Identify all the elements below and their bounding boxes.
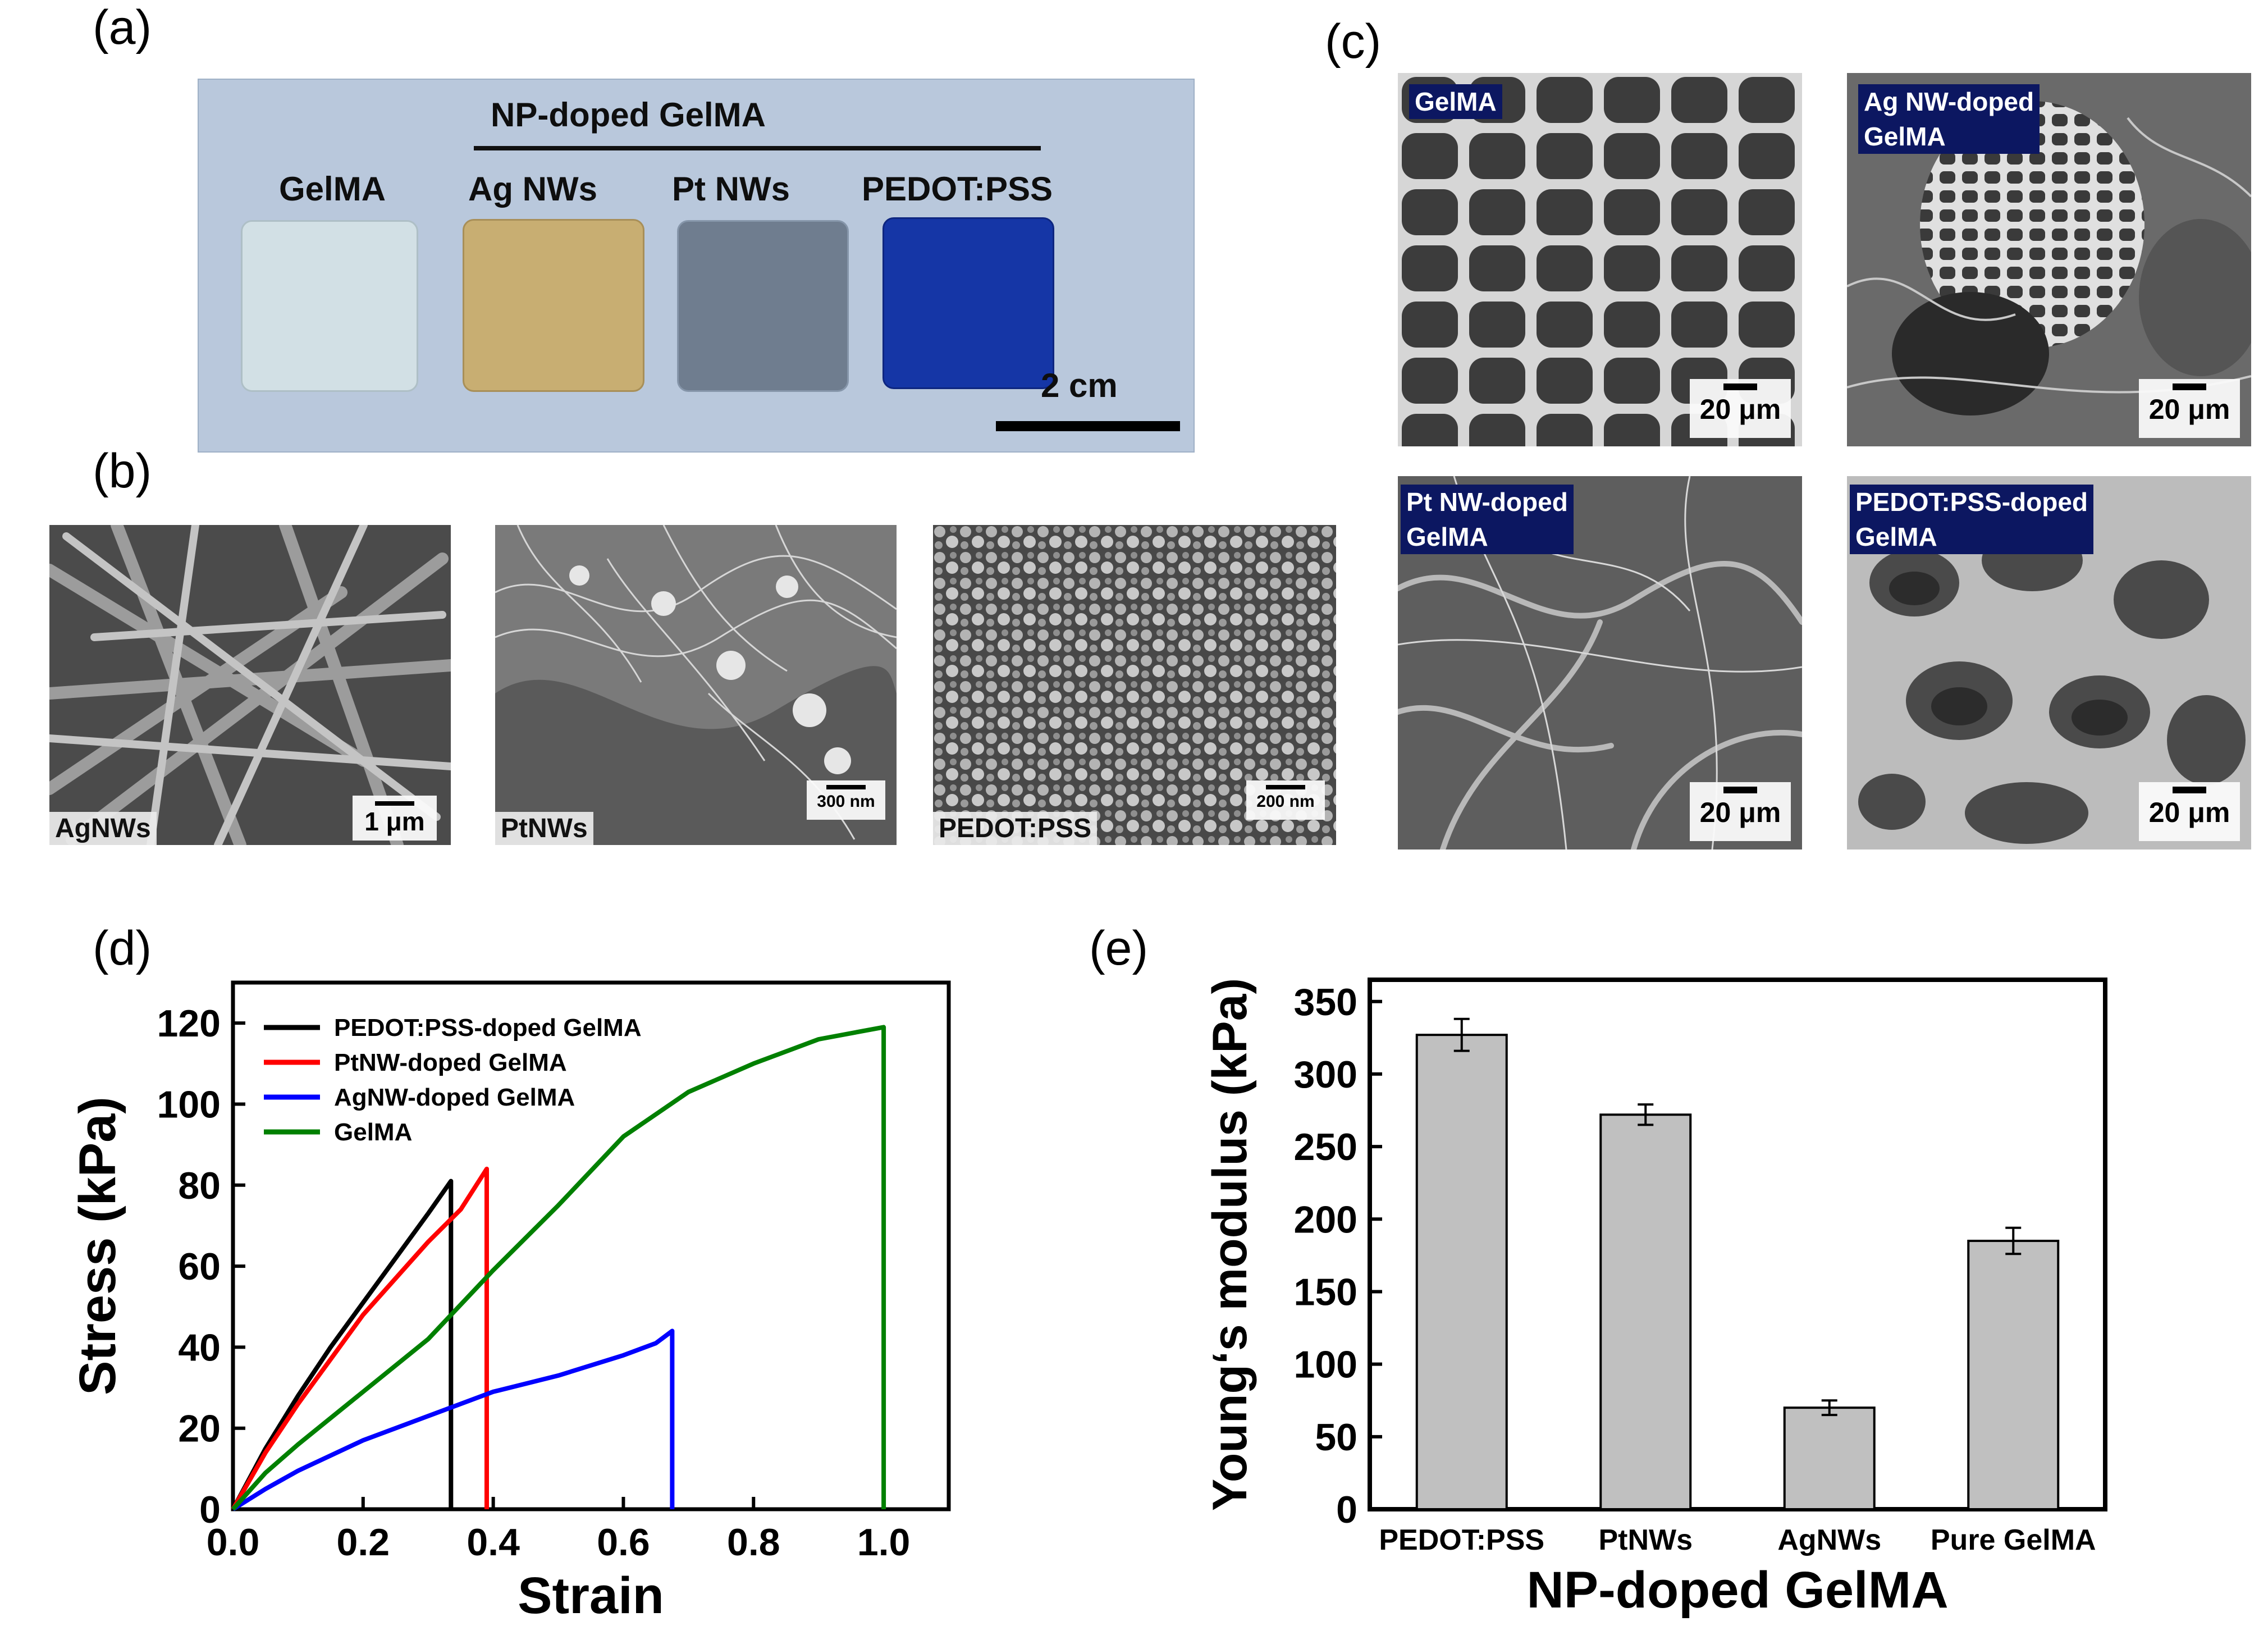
- sem-agnws-label: AgNWs: [49, 812, 157, 845]
- sem-ptnws-scale-label: 300 nm: [817, 792, 875, 811]
- youngs-modulus-x-axis-label: NP-doped GelMA: [1526, 1561, 1948, 1619]
- category-label-3: Pure GelMA: [1931, 1524, 2096, 1556]
- modulus-y-tick-label: 0: [1336, 1488, 1357, 1531]
- sem-agnw-gelma-scale-label: 20 μm: [2148, 394, 2230, 425]
- sem-ptnw-gelma-scale: 20 μm: [1690, 782, 1791, 841]
- sem-pedot-gelma-label: PEDOT:PSS-doped GelMA: [1850, 485, 2094, 554]
- strain-x-tick-label: 0.0: [207, 1521, 260, 1564]
- stress-y-tick-label: 120: [157, 1002, 221, 1045]
- stress-y-tick-label: 20: [178, 1408, 221, 1450]
- panel-b-letter: (b): [93, 444, 152, 498]
- sem-agnws: AgNWs 1 μm: [49, 525, 451, 845]
- modulus-y-tick-label: 250: [1294, 1126, 1357, 1168]
- sem-ptnw-gelma-scale-label: 20 μm: [1699, 797, 1781, 828]
- panel-d-letter: (d): [93, 921, 152, 975]
- group-bracket-line: [474, 146, 1041, 150]
- category-label-2: AgNWs: [1777, 1524, 1881, 1556]
- hydrogel-photo: NP-doped GelMA GelMA Ag NWs Pt NWs PEDOT…: [198, 79, 1195, 453]
- youngs-modulus-chart: 0 50 100 150 200 250 300 350 PEDOT:PSS PtNWs AgNW…: [1203, 978, 2107, 1619]
- series-line-2: [231, 1328, 675, 1511]
- youngs-modulus-y-axis-label: Young‘s modulus (kPa): [1203, 978, 1257, 1511]
- photo-scale-label: 2 cm: [1041, 367, 1118, 404]
- gelma-sample: [241, 220, 418, 392]
- panel-c-letter: (c): [1325, 15, 1382, 68]
- panel-e-letter: (e): [1089, 921, 1149, 975]
- sem-ptnws-scale: 300 nm: [807, 780, 885, 820]
- sem-agnws-scale: 1 μm: [353, 796, 437, 841]
- stress-y-tick-label: 60: [178, 1245, 221, 1288]
- sem-gelma-scale-label: 20 μm: [1699, 394, 1781, 425]
- group-label: NP-doped GelMA: [491, 96, 766, 134]
- bar-2: [1783, 1406, 1876, 1511]
- sem-pedot-scale-label: 200 nm: [1256, 792, 1315, 811]
- modulus-y-tick-label: 50: [1315, 1416, 1357, 1459]
- sem-pedot-gelma-scale: 20 μm: [2139, 782, 2240, 841]
- modulus-y-tick-label: 150: [1294, 1271, 1357, 1313]
- sem-pedot-gelma: PEDOT:PSS-doped GelMA 20 μm: [1847, 476, 2251, 850]
- modulus-y-tick-label: 350: [1294, 981, 1357, 1024]
- photo-scale-bar: [996, 421, 1180, 431]
- category-label-0: PEDOT:PSS: [1379, 1524, 1544, 1556]
- modulus-y-tick-label: 300: [1294, 1053, 1357, 1096]
- stress-strain-plot-frame: [231, 980, 951, 1511]
- sem-ptnws: PtNWs 300 nm: [495, 525, 897, 845]
- legend-label-2: AgNW-doped GelMA: [334, 1084, 575, 1111]
- series-line-0: [231, 1179, 454, 1510]
- youngs-modulus-plot-frame: [1368, 978, 2107, 1511]
- strain-x-tick-label: 0.8: [727, 1521, 780, 1564]
- bar-1: [1599, 1113, 1692, 1510]
- sem-gelma-scale: 20 μm: [1690, 379, 1791, 438]
- strain-x-tick-label: 0.4: [467, 1521, 520, 1564]
- sem-ptnw-gelma-label: Pt NW-doped GelMA: [1401, 485, 1574, 554]
- modulus-y-tick-label: 100: [1294, 1344, 1357, 1386]
- sem-agnw-gelma: Ag NW-doped GelMA 20 μm: [1847, 73, 2251, 446]
- strain-x-tick-label: 0.6: [597, 1521, 650, 1564]
- sem-agnw-gelma-label: Ag NW-doped GelMA: [1858, 84, 2040, 154]
- sem-ptnw-gelma: Pt NW-doped GelMA 20 μm: [1398, 476, 1802, 850]
- sem-pedot-scale: 200 nm: [1246, 780, 1325, 820]
- sample-label-gelma: GelMA: [279, 170, 386, 208]
- sem-pedot: PEDOT:PSS 200 nm: [933, 525, 1336, 845]
- sem-agnws-scale-label: 1 μm: [364, 807, 425, 836]
- category-label-1: PtNWs: [1598, 1524, 1693, 1556]
- stress-y-tick-label: 40: [178, 1326, 221, 1369]
- modulus-y-tick-label: 200: [1294, 1198, 1357, 1241]
- series-line-1: [231, 1166, 489, 1510]
- panel-a-letter: (a): [93, 1, 152, 54]
- stress-strain-y-axis-label: Stress (kPa): [69, 1097, 126, 1395]
- sample-label-pedot: PEDOT:PSS: [862, 170, 1053, 208]
- bar-3: [1967, 1240, 2060, 1510]
- series-line-3: [231, 1025, 886, 1511]
- stress-y-tick-label: 80: [178, 1164, 221, 1207]
- legend-label-3: GelMA: [334, 1118, 412, 1146]
- legend-label-1: PtNW-doped GelMA: [334, 1049, 567, 1076]
- sample-label-agnw: Ag NWs: [468, 170, 597, 208]
- sem-ptnws-label: PtNWs: [495, 812, 593, 845]
- strain-x-tick-label: 0.2: [337, 1521, 390, 1564]
- sample-label-ptnw: Pt NWs: [672, 170, 790, 208]
- sem-pedot-gelma-scale-label: 20 μm: [2148, 797, 2230, 828]
- sem-gelma-label: GelMA: [1409, 84, 1502, 119]
- sem-pedot-label: PEDOT:PSS: [933, 812, 1098, 845]
- agnw-sample: [463, 219, 644, 392]
- sem-gelma: GelMA 20 μm: [1398, 73, 1802, 446]
- stress-strain-x-axis-label: Strain: [518, 1567, 664, 1624]
- stress-y-tick-label: 100: [157, 1083, 221, 1126]
- sem-agnw-gelma-scale: 20 μm: [2139, 379, 2240, 438]
- stress-y-tick-label: 0: [199, 1488, 221, 1531]
- bar-0: [1415, 1034, 1508, 1510]
- strain-x-tick-label: 1.0: [857, 1521, 911, 1564]
- ptnw-sample: [677, 220, 849, 392]
- pedot-sample: [882, 217, 1054, 389]
- stress-strain-chart: 0 20 40 60 80 100 120 0.0 0.2 0.4 0.6 0.8 1.0 PEDOT…: [69, 980, 951, 1624]
- legend-label-0: PEDOT:PSS-doped GelMA: [334, 1014, 642, 1042]
